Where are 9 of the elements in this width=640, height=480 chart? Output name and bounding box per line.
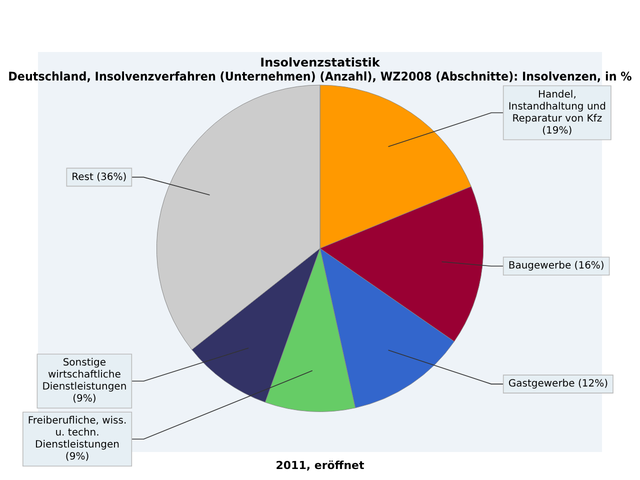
slice-label: Rest (36%) [72,172,127,183]
chart-subtitle: Deutschland, Insolvenzverfahren (Unternehmen) (Anzahl), WZ2008 (Abschnitte): Insolvenzen, in % [8,69,632,84]
slice-label: Baugewerbe (16%) [508,260,604,272]
slice-label: Handel, Instandhaltung und Reparatur von Kfz (19%) [508,89,606,136]
slice-label: Freiberufliche, wiss. u. techn. Dienstleistungen (9%) [28,416,127,463]
slice-label: Gastgewerbe (12%) [508,378,608,390]
slice-label: Sonstige wirtschaftliche Dienstleistungen (9%) [42,358,127,405]
chart-title: Insolvenzstatistik [260,55,381,70]
text: 2011, eröffnet [276,458,364,472]
